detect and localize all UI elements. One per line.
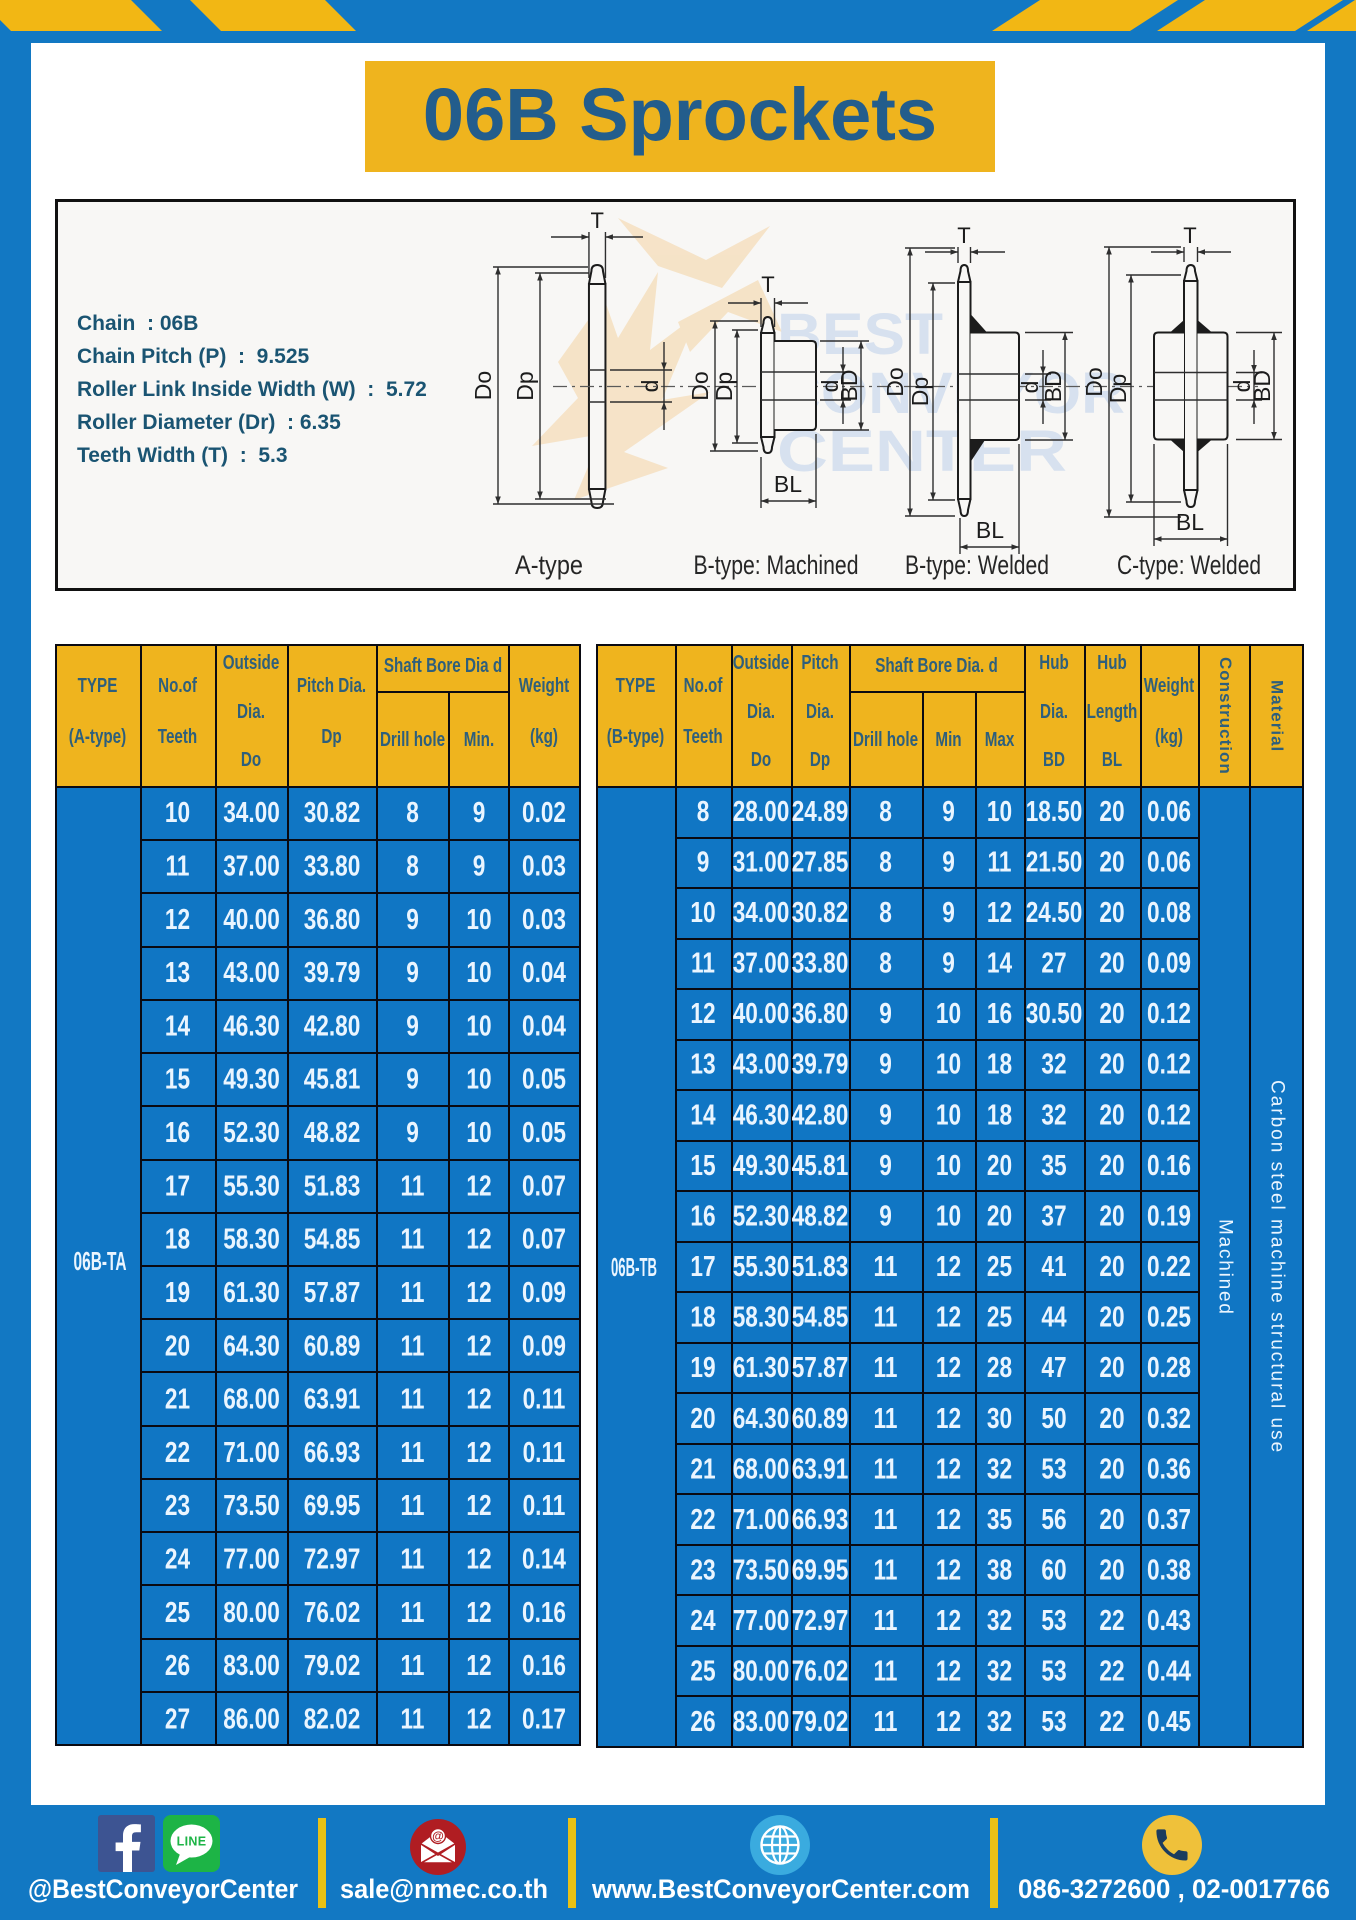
svg-text:BL: BL [1176,509,1204,535]
svg-text:d: d [1017,381,1043,394]
svg-text:T: T [590,208,603,233]
svg-text:d: d [817,380,843,393]
svg-text:BD: BD [1249,370,1275,402]
svg-text:Dp: Dp [907,377,933,406]
svg-text:Dp: Dp [1105,374,1131,403]
svg-text:BL: BL [976,517,1004,543]
svg-text:LINE: LINE [177,1835,207,1849]
svg-text:d: d [637,380,663,393]
svg-text:T: T [1183,223,1196,248]
svg-text:@: @ [432,1829,444,1843]
svg-text:C-type: Welded: C-type: Welded [1117,550,1261,580]
svg-text:CONVEYOR: CONVEYOR [777,361,1125,426]
svg-text:B-type: Welded: B-type: Welded [905,550,1049,580]
svg-text:d: d [1229,380,1255,393]
svg-text:Do: Do [1081,367,1107,396]
svg-text:A-type: A-type [515,550,583,580]
svg-text:T: T [761,272,774,297]
svg-text:BD: BD [836,370,862,402]
svg-text:CENTER: CENTER [777,419,1067,484]
svg-text:Do: Do [687,371,713,400]
svg-text:B-type: Machined: B-type: Machined [694,550,859,580]
svg-text:Dp: Dp [711,372,737,401]
svg-text:BD: BD [1040,370,1066,402]
svg-text:Do: Do [470,371,496,400]
svg-text:Do: Do [882,367,908,396]
svg-text:T: T [957,223,970,248]
svg-text:Dp: Dp [512,371,538,400]
svg-text:BL: BL [774,471,802,497]
